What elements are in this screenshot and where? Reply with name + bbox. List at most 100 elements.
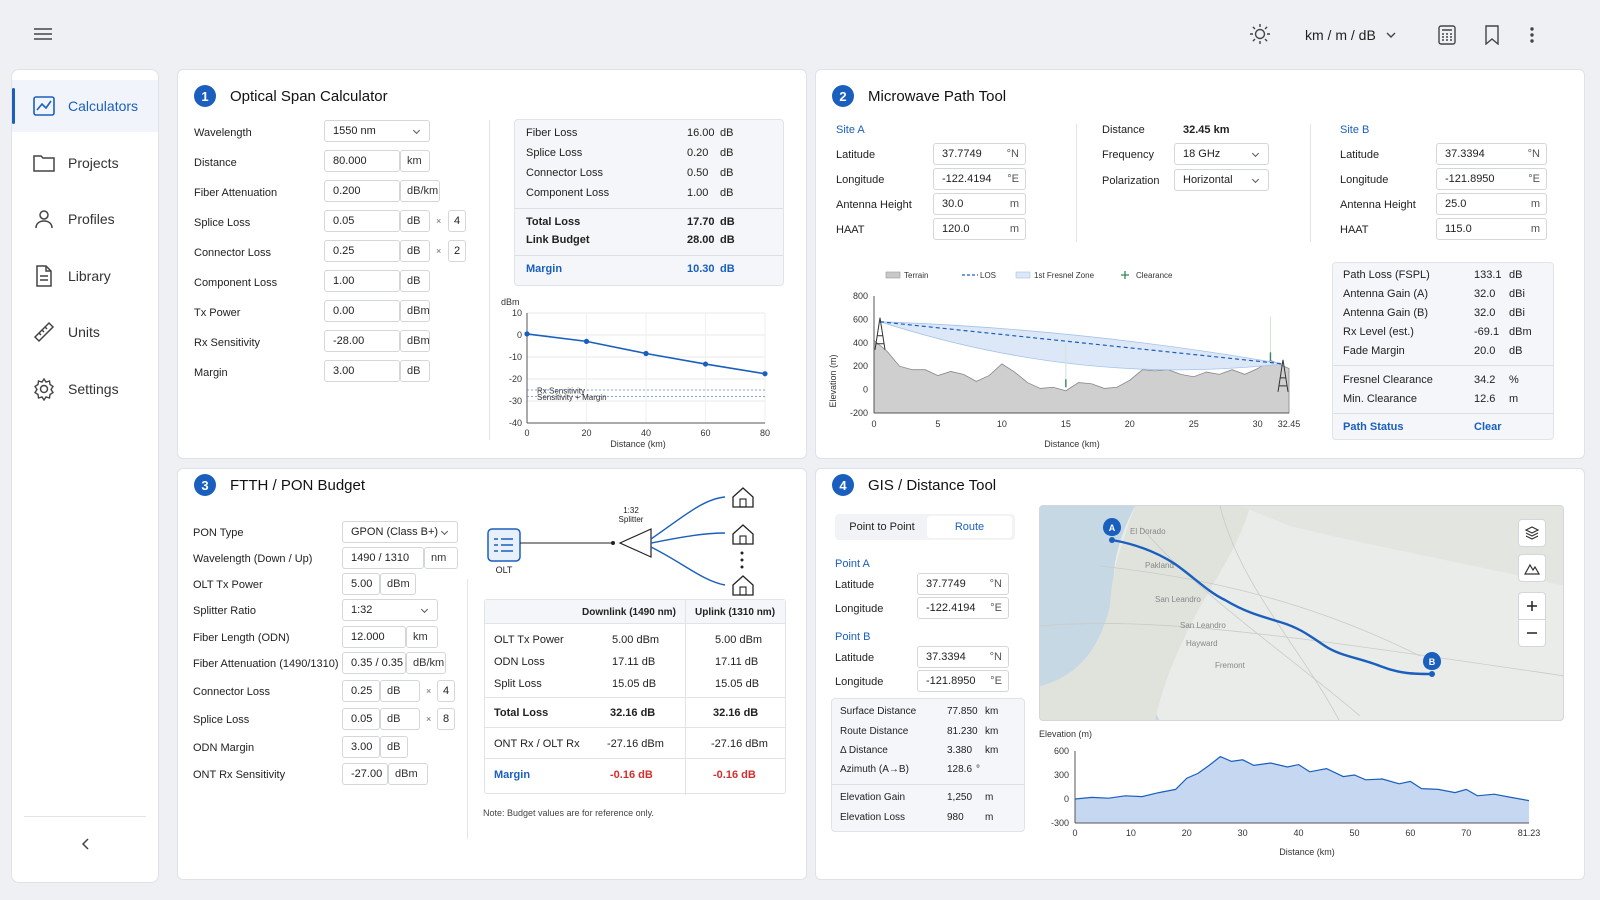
route-map[interactable]: El Dorado Pakland San Leandro San Leandr… (1039, 505, 1564, 721)
multiply-sign: × (426, 686, 432, 696)
connector-count-input[interactable]: 2 (448, 240, 466, 262)
ruler-icon (33, 321, 55, 343)
fiber-length-input[interactable]: 12.000 (342, 626, 406, 648)
sidebar-item-units[interactable]: Units (12, 306, 158, 358)
input-value: 120.0 (942, 223, 970, 235)
ellipsis-icon (740, 551, 744, 569)
map-label: San Leandro (1155, 595, 1201, 604)
site-a-haat-input[interactable]: 120.0 m (933, 218, 1026, 240)
row-divider (485, 727, 785, 728)
connector-count-input[interactable]: 4 (437, 680, 455, 702)
odn-margin-input[interactable]: 3.00 (342, 736, 380, 758)
terrain-icon[interactable] (1518, 554, 1546, 582)
results-divider (832, 784, 1024, 785)
menu-icon[interactable] (30, 22, 56, 46)
sun-icon[interactable] (1245, 20, 1275, 48)
point-b-latitude-input[interactable]: 37.3394 °N (917, 646, 1009, 668)
layers-icon[interactable] (1518, 519, 1546, 547)
tab-route[interactable]: Route (927, 516, 1012, 538)
result-label: Min. Clearance (1343, 393, 1417, 405)
component-loss-input[interactable]: 1.00 (324, 270, 400, 292)
zoom-in-icon[interactable] (1518, 592, 1546, 620)
x-axis-label: Distance (km) (1044, 439, 1100, 449)
calculator-icon[interactable] (1432, 21, 1462, 49)
more-vertical-icon[interactable] (1521, 21, 1543, 49)
connector-loss-input[interactable]: 0.25 (342, 680, 380, 702)
result-label: Elevation Loss (840, 812, 906, 823)
x-tick-label: 60 (700, 428, 710, 438)
sidebar-item-label: Settings (68, 381, 119, 397)
y-axis-label: Elevation (m) (828, 354, 838, 407)
result-value: -69.1 (1474, 326, 1500, 338)
site-b-antenna-height-input[interactable]: 25.0 m (1436, 193, 1547, 215)
point-a-longitude-input[interactable]: -122.4194 °E (917, 597, 1009, 619)
units-select[interactable]: km / m / dB (1305, 22, 1415, 48)
sidebar-item-calculators[interactable]: Calculators (12, 80, 158, 132)
result-value: 20.0 (1474, 345, 1496, 357)
marker-b-icon[interactable]: B (1423, 652, 1441, 670)
y-tick-label: 300 (1054, 770, 1069, 780)
zoom-out-icon[interactable] (1518, 619, 1546, 647)
site-b-longitude-input[interactable]: -121.8950 °E (1436, 168, 1547, 190)
sidebar-item-library[interactable]: Library (12, 250, 158, 302)
result-value: 980 (947, 812, 964, 823)
column-header: Uplink (1310 nm) (695, 607, 776, 618)
result-unit: dBi (1509, 288, 1525, 300)
result-unit: dBi (1509, 307, 1525, 319)
field-label: Antenna Height (836, 199, 912, 211)
site-a-antenna-height-input[interactable]: 30.0 m (933, 193, 1026, 215)
marker-a-icon[interactable]: A (1103, 518, 1121, 536)
result-value: 34.2 (1474, 374, 1496, 386)
site-a-latitude-input[interactable]: 37.7749 °N (933, 143, 1026, 165)
wavelength-input[interactable]: 1490 / 1310 (342, 547, 424, 569)
site-b-haat-input[interactable]: 115.0 m (1436, 218, 1547, 240)
sidebar-item-projects[interactable]: Projects (12, 137, 158, 189)
field-label: Connector Loss (193, 686, 271, 698)
sidebar-item-profiles[interactable]: Profiles (12, 193, 158, 245)
unit-label: dB (400, 360, 430, 382)
x-tick-label: 60 (1405, 828, 1415, 838)
x-tick-label: 0 (1072, 828, 1077, 838)
margin-input[interactable]: 3.00 (324, 360, 400, 382)
y-tick-label: -20 (509, 374, 522, 384)
rx-sensitivity-input[interactable]: -28.00 (324, 330, 400, 352)
tab-point-to-point[interactable]: Point to Point (838, 516, 926, 538)
connector-loss-input[interactable]: 0.25 (324, 240, 400, 262)
tx-power-input[interactable]: 0.00 (324, 300, 400, 322)
polarization-select[interactable]: Horizontal (1174, 169, 1269, 191)
site-b-latitude-input[interactable]: 37.3394 °N (1436, 143, 1547, 165)
fiber-attenuation-input[interactable]: 0.200 (324, 180, 400, 202)
frequency-select[interactable]: 18 GHz (1174, 143, 1269, 165)
splitter-label-line: 1:32 (623, 506, 639, 515)
point-a-latitude-input[interactable]: 37.7749 °N (917, 573, 1009, 595)
collapse-sidebar-icon[interactable] (70, 830, 100, 858)
pon-type-select[interactable]: GPON (Class B+) (342, 521, 458, 543)
splice-count-input[interactable]: 8 (437, 708, 455, 730)
select-value: Horizontal (1183, 174, 1233, 186)
splice-loss-input[interactable]: 0.05 (342, 708, 380, 730)
result-unit: km (985, 726, 999, 737)
distance-input[interactable]: 80.000 (324, 150, 400, 172)
splitter-ratio-select[interactable]: 1:32 (342, 599, 438, 621)
input-value: -122.4194 (942, 173, 992, 185)
result-label: Antenna Gain (A) (1343, 288, 1428, 300)
unit-label: dBm (380, 573, 416, 595)
olt-tx-power-input[interactable]: 5.00 (342, 573, 380, 595)
sidebar-item-settings[interactable]: Settings (12, 363, 158, 415)
wavelength-select[interactable]: 1550 nm (324, 120, 430, 142)
x-tick-label: 20 (581, 428, 591, 438)
result-value: 0.20 (687, 147, 709, 159)
splice-loss-input[interactable]: 0.05 (324, 210, 400, 232)
splice-count-input[interactable]: 4 (448, 210, 466, 232)
site-a-longitude-input[interactable]: -122.4194 °E (933, 168, 1026, 190)
result-value: 12.6 (1474, 393, 1496, 405)
point-b-longitude-input[interactable]: -121.8950 °E (917, 670, 1009, 692)
ont-rx-sensitivity-input[interactable]: -27.00 (342, 763, 388, 785)
results-divider (515, 255, 783, 256)
unit-label: m (1530, 223, 1540, 235)
result-unit: ° (976, 764, 980, 775)
fiber-attenuation-input[interactable]: 0.35 / 0.35 (342, 652, 406, 674)
unit-label: km (406, 626, 438, 648)
microwave-path-panel: 2 Microwave Path Tool Site A Latitude 37… (815, 69, 1585, 459)
bookmark-icon[interactable] (1477, 21, 1507, 49)
